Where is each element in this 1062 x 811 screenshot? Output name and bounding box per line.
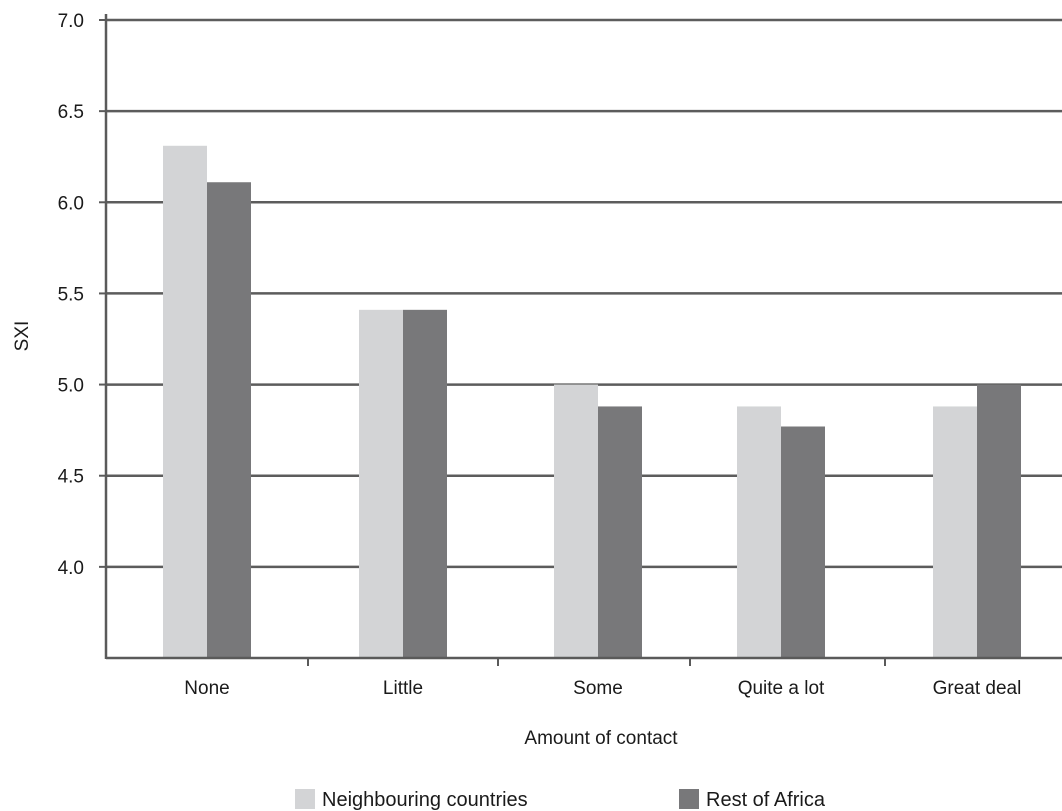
category-label: Some <box>573 678 623 699</box>
bar-neighbouring-countries <box>737 406 781 658</box>
bars <box>163 145 1021 658</box>
bar-neighbouring-countries <box>359 309 403 658</box>
legend: Neighbouring countries Rest of Africa <box>295 789 826 811</box>
category-labels: None Little Some Quite a lot Great deal <box>184 678 1021 699</box>
legend-label-neighbouring-countries: Neighbouring countries <box>322 789 528 811</box>
y-tick-label: 5.5 <box>58 284 84 305</box>
y-tick-label: 6.5 <box>58 102 84 123</box>
y-tick-label: 5.0 <box>58 376 84 397</box>
category-label: Little <box>383 678 423 699</box>
category-label: None <box>184 678 229 699</box>
y-tick-label: 4.5 <box>58 467 84 488</box>
category-label: Great deal <box>933 678 1022 699</box>
y-tick-label: 4.0 <box>58 558 84 579</box>
legend-label-rest-of-africa: Rest of Africa <box>706 789 826 811</box>
category-label: Quite a lot <box>738 678 825 699</box>
bar-neighbouring-countries <box>163 145 207 658</box>
legend-swatch-neighbouring-countries <box>295 789 315 809</box>
y-tick-labels: 7.0 6.5 6.0 5.5 5.0 4.5 4.0 <box>58 11 106 579</box>
y-axis-title: SXI <box>12 321 33 352</box>
x-axis-title: Amount of contact <box>524 728 678 749</box>
bar-rest-of-africa <box>207 182 251 658</box>
bar-rest-of-africa <box>781 426 825 658</box>
legend-swatch-rest-of-africa <box>679 789 699 809</box>
y-tick-label: 7.0 <box>58 11 84 32</box>
bar-neighbouring-countries <box>933 406 977 658</box>
x-ticks <box>307 658 886 666</box>
bar-rest-of-africa <box>598 406 642 658</box>
y-tick-label: 6.0 <box>58 193 84 214</box>
bar-rest-of-africa <box>403 309 447 658</box>
bar-neighbouring-countries <box>554 384 598 658</box>
bar-rest-of-africa <box>977 384 1021 658</box>
